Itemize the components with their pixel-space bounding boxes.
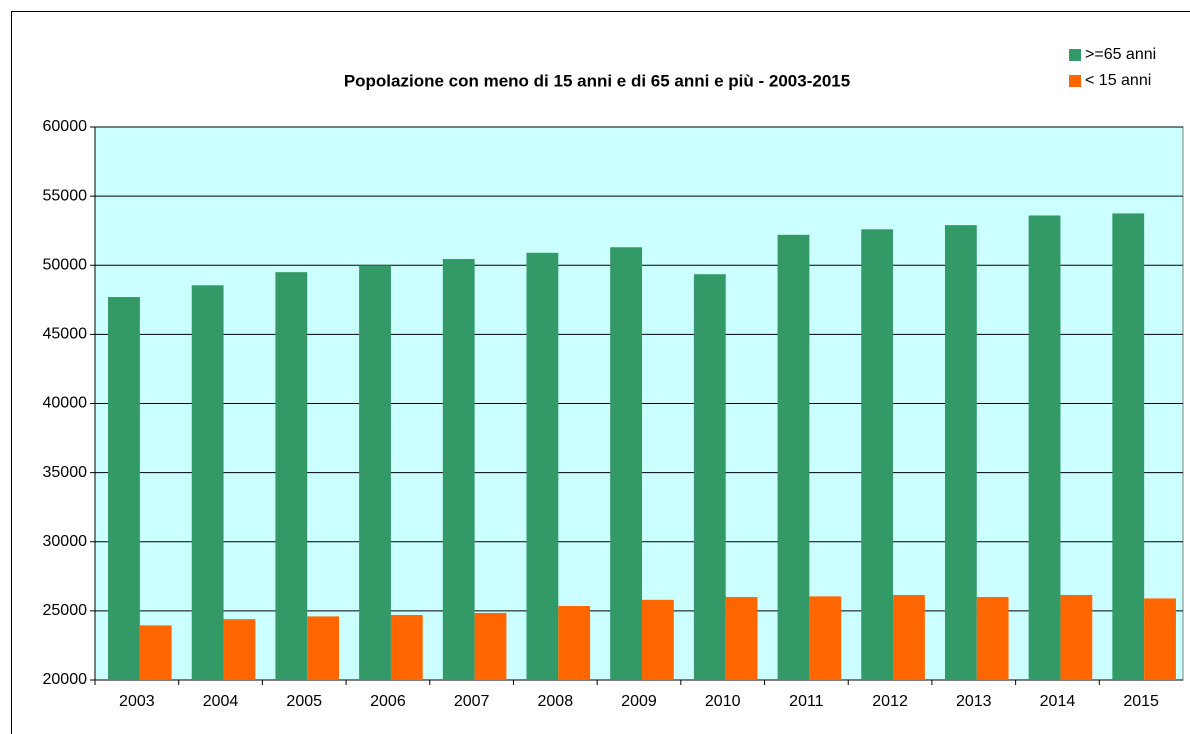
bar: [307, 616, 340, 680]
y-tick-label: 35000: [43, 464, 88, 481]
legend-swatch: [1069, 75, 1081, 87]
bar: [861, 229, 894, 680]
bar: [693, 274, 726, 680]
x-tick-label: 2009: [621, 693, 657, 710]
y-tick-label: 25000: [43, 602, 88, 619]
y-tick-label: 40000: [43, 395, 88, 412]
x-tick-label: 2004: [203, 693, 239, 710]
x-tick-label: 2014: [1040, 693, 1076, 710]
bar: [139, 625, 172, 680]
bar: [1144, 598, 1176, 680]
x-tick-label: 2015: [1123, 693, 1159, 710]
y-tick-label: 20000: [43, 671, 88, 688]
legend-label: >=65 anni: [1085, 46, 1156, 63]
bar: [976, 597, 1009, 680]
bar: [944, 225, 977, 680]
bar: [442, 259, 475, 680]
y-tick-label: 50000: [43, 256, 88, 273]
y-tick-label: 30000: [43, 533, 88, 550]
bar: [108, 297, 140, 680]
x-tick-label: 2005: [286, 693, 322, 710]
legend-swatch: [1069, 49, 1081, 61]
bar: [359, 265, 391, 680]
x-tick-label: 2003: [119, 693, 155, 710]
bar: [1060, 594, 1093, 680]
x-tick-label: 2006: [370, 693, 406, 710]
x-tick-label: 2007: [454, 693, 490, 710]
bar: [809, 596, 842, 680]
bar: [390, 615, 423, 680]
x-tick-label: 2011: [789, 693, 824, 710]
bar: [474, 612, 507, 680]
bar: [526, 252, 559, 680]
bar: [275, 272, 308, 680]
bar: [558, 606, 591, 680]
bar: [777, 234, 810, 680]
x-tick-label: 2012: [872, 693, 908, 710]
bar: [191, 285, 224, 680]
bar: [725, 597, 758, 680]
bar: [1028, 215, 1061, 681]
bar: [642, 599, 674, 680]
x-tick-label: 2010: [705, 693, 741, 710]
chart-title: Popolazione con meno di 15 anni e di 65 …: [344, 71, 850, 90]
y-tick-label: 60000: [43, 118, 88, 135]
bar: [1112, 213, 1145, 680]
bar: [223, 619, 256, 680]
x-tick-label: 2008: [538, 693, 574, 710]
y-tick-label: 55000: [43, 187, 88, 204]
bar: [610, 247, 642, 680]
x-tick-label: 2013: [956, 693, 992, 710]
legend-label: < 15 anni: [1085, 72, 1151, 89]
bar: [893, 594, 925, 680]
y-tick-label: 45000: [43, 326, 88, 343]
